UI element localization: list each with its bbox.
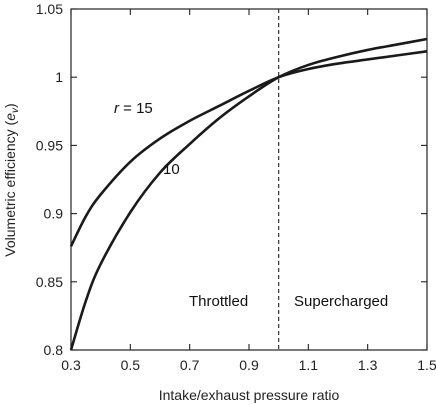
- x-axis-ticks: 0.3 0.5 0.7 0.9 1.1 1.3 1.5: [61, 9, 436, 373]
- throttled-region-label: Throttled: [189, 293, 248, 310]
- supercharged-region-label: Supercharged: [294, 293, 388, 310]
- series-label-r15: r = 15: [114, 100, 153, 117]
- series-line-r10: [69, 37, 428, 351]
- x-tick-label: 1.3: [358, 357, 378, 373]
- x-tick-label: 0.7: [180, 357, 200, 373]
- y-tick-label: 0.95: [36, 137, 63, 153]
- x-axis-title: Intake/exhaust pressure ratio: [159, 387, 340, 403]
- x-tick-label: 0.5: [121, 357, 141, 373]
- y-tick-label: 0.9: [44, 206, 64, 222]
- series-label-r10: 10: [163, 161, 180, 178]
- y-tick-label: 0.8: [44, 342, 64, 358]
- series-line-r15: [69, 49, 428, 247]
- y-tick-label: 1.05: [36, 1, 63, 17]
- x-tick-label: 1.1: [299, 357, 319, 373]
- y-tick-label: 0.85: [36, 274, 63, 290]
- y-axis-ticks: 0.8 0.85 0.9 0.95 1 1.05: [36, 1, 427, 358]
- x-tick-label: 1.5: [417, 357, 436, 373]
- y-tick-label: 1: [55, 69, 63, 85]
- y-axis-title: Volumetric efficiency (ev): [2, 103, 21, 256]
- x-tick-label: 0.9: [239, 357, 259, 373]
- x-tick-label: 0.3: [61, 357, 81, 373]
